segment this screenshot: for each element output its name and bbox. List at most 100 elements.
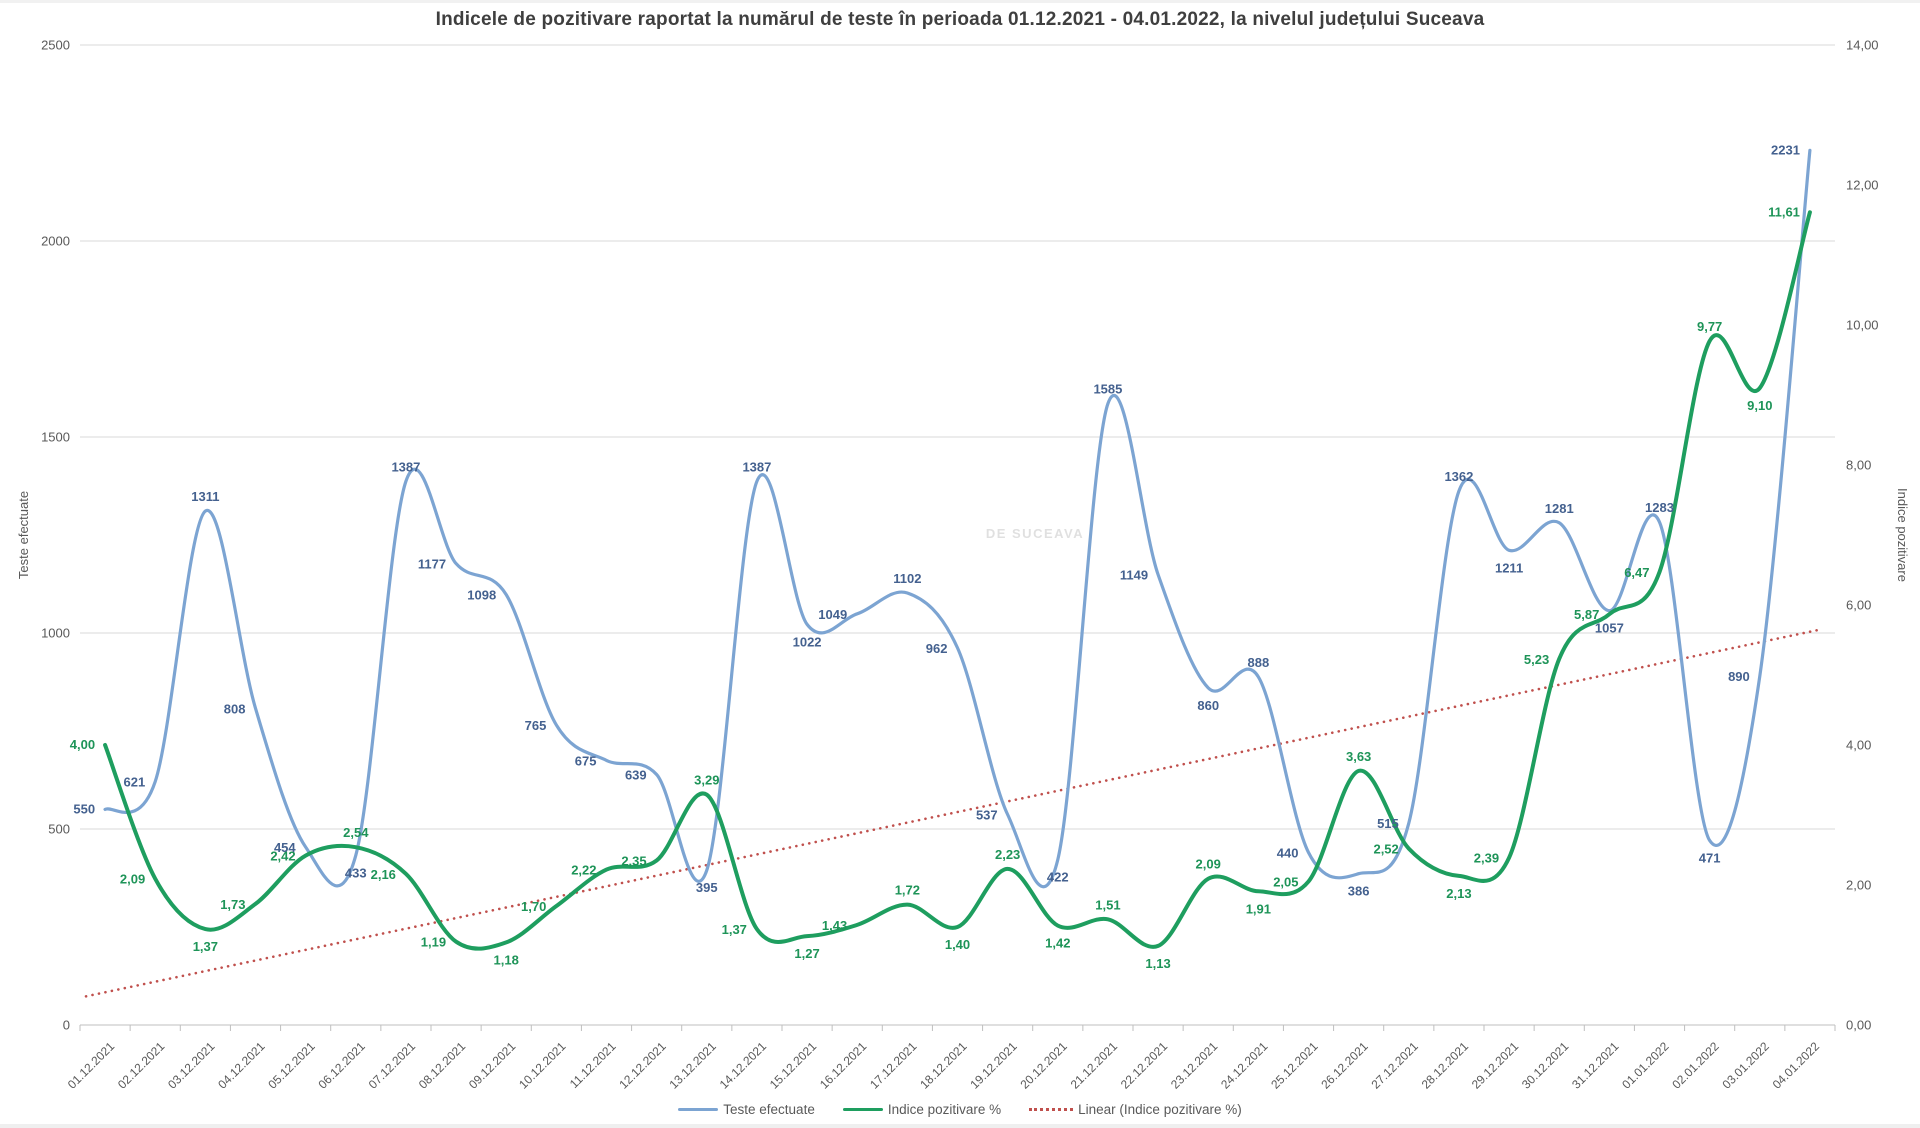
left-axis-tick-label: 2500 [41,38,70,53]
teste-efectuate-data-label: 433 [345,865,367,880]
right-axis-tick-label: 2,00 [1846,878,1871,893]
teste-efectuate-data-label: 550 [73,801,95,816]
teste-efectuate-data-label: 1387 [391,459,420,474]
teste-efectuate-data-label: 860 [1197,698,1219,713]
indice-pozitivare-data-label: 2,09 [1196,857,1221,872]
x-axis-label: 05.12.2021 [265,1039,318,1092]
x-axis-label: 23.12.2021 [1168,1039,1221,1092]
x-axis-label: 09.12.2021 [466,1039,519,1092]
teste-efectuate-data-label: 808 [224,701,246,716]
left-axis-title: Teste efectuate [16,491,31,579]
teste-efectuate-data-label: 1022 [793,634,822,649]
x-axis-label: 22.12.2021 [1118,1039,1171,1092]
x-axis-label: 31.12.2021 [1569,1039,1622,1092]
indice-pozitivare-data-label: 1,18 [494,952,519,967]
indice-pozitivare-data-label: 2,39 [1474,851,1499,866]
watermark: DE SUCEAVA [986,526,1084,541]
right-axis-tick-label: 12,00 [1846,178,1879,193]
indice-pozitivare-line [103,210,1812,951]
indice-pozitivare-data-label: 1,19 [421,935,446,950]
indice-pozitivare-data-label: 2,05 [1273,875,1298,890]
x-axis-label: 16.12.2021 [817,1039,870,1092]
indice-pozitivare-data-label: 6,47 [1624,565,1649,580]
x-axis-label: 02.12.2021 [115,1039,168,1092]
right-axis-tick-label: 6,00 [1846,598,1871,613]
right-axis-tick-label: 8,00 [1846,458,1871,473]
x-axis-label: 01.01.2022 [1619,1039,1672,1092]
teste-efectuate-data-label: 888 [1248,655,1270,670]
teste-efectuate-data-label: 1283 [1645,500,1674,515]
indice-pozitivare-data-label: 3,63 [1346,749,1371,764]
teste-efectuate-data-label: 1098 [467,588,496,603]
x-axis-label: 13.12.2021 [667,1039,720,1092]
indice-pozitivare-data-label: 1,51 [1095,897,1120,912]
chart-title: Indicele de pozitivare raportat la număr… [435,9,1485,30]
right-axis-tick-label: 4,00 [1846,738,1871,753]
left-axis-tick-label: 1500 [41,430,70,445]
teste-efectuate-data-label: 1387 [742,459,771,474]
legend-item-indice-pozitivare: Indice pozitivare % [842,1102,1002,1117]
indice-pozitivare-data-label: 2,09 [120,872,145,887]
legend-item-linear-trend: Linear (Indice pozitivare %) [1029,1102,1242,1117]
indice-pozitivare-data-label: 1,42 [1045,936,1070,951]
x-axis-label: 03.01.2022 [1720,1039,1773,1092]
legend-swatch-blue-line [678,1107,719,1112]
teste-efectuate-data-label: 2231 [1771,142,1800,157]
indice-pozitivare-data-label: 9,77 [1697,319,1722,334]
teste-efectuate-data-label: 1362 [1444,469,1473,484]
teste-efectuate-data-label: 675 [575,753,597,768]
x-axis-label: 14.12.2021 [717,1039,770,1092]
left-axis-tick-label: 0 [63,1018,70,1033]
teste-efectuate-data-label: 422 [1047,870,1069,885]
left-axis-tick-label: 1000 [41,626,70,641]
chart-legend: Teste efectuate Indice pozitivare % Line… [0,1102,1920,1117]
x-axis-label: 06.12.2021 [316,1039,369,1092]
indice-pozitivare-data-label: 2,52 [1373,842,1398,857]
legend-label-linear-trend: Linear (Indice pozitivare %) [1078,1102,1242,1117]
teste-efectuate-data-label: 1585 [1093,382,1122,397]
right-axis-tick-label: 10,00 [1846,318,1879,333]
indice-pozitivare-data-label: 2,16 [371,867,396,882]
legend-label-indice-pozitivare: Indice pozitivare % [887,1102,1002,1117]
indice-pozitivare-data-label: 1,70 [521,899,546,914]
x-axis-label: 21.12.2021 [1068,1039,1121,1092]
left-axis-tick-label: 2000 [41,234,70,249]
right-axis-title: Indice pozitivare [1895,488,1910,582]
indice-pozitivare-data-label: 5,23 [1524,652,1549,667]
indice-pozitivare-data-label: 1,40 [945,937,970,952]
legend-item-teste-efectuate: Teste efectuate [678,1102,815,1117]
indice-pozitivare-data-label: 4,00 [70,737,95,752]
indice-pozitivare-data-label: 1,37 [722,922,747,937]
teste-efectuate-data-label: 1102 [893,571,921,586]
x-axis-label: 26.12.2021 [1318,1039,1371,1092]
x-axis-label: 02.01.2022 [1669,1039,1722,1092]
x-axis-label: 04.12.2021 [215,1039,268,1092]
teste-efectuate-data-label: 1057 [1595,621,1624,636]
trend-line [84,627,1824,998]
teste-efectuate-data-label: 1211 [1495,560,1523,575]
x-axis-label: 27.12.2021 [1369,1039,1422,1092]
x-axis-label: 04.01.2022 [1770,1039,1823,1092]
x-axis-label: 20.12.2021 [1018,1039,1071,1092]
teste-efectuate-data-label: 440 [1277,846,1299,861]
left-axis-tick-label: 500 [48,822,70,837]
right-axis-tick-label: 0,00 [1846,1018,1871,1033]
indice-pozitivare-data-label: 1,73 [220,897,245,912]
top-edge-strip [0,0,1920,3]
legend-swatch-dotted-trend [1029,1108,1074,1111]
x-axis-label: 29.12.2021 [1469,1039,1522,1092]
teste-efectuate-data-label: 537 [976,807,998,822]
x-axis-label: 07.12.2021 [366,1039,419,1092]
indice-pozitivare-data-label: 1,27 [794,946,819,961]
indice-pozitivare-data-label: 2,54 [343,825,369,840]
teste-efectuate-line [103,148,1812,889]
x-axis-label: 08.12.2021 [416,1039,469,1092]
x-axis-label: 12.12.2021 [616,1039,669,1092]
teste-efectuate-data-label: 621 [124,775,146,790]
indice-pozitivare-data-label: 1,13 [1145,956,1170,971]
teste-efectuate-data-label: 395 [696,880,718,895]
teste-efectuate-data-label: 1281 [1545,501,1574,516]
x-axis-label: 28.12.2021 [1419,1039,1472,1092]
